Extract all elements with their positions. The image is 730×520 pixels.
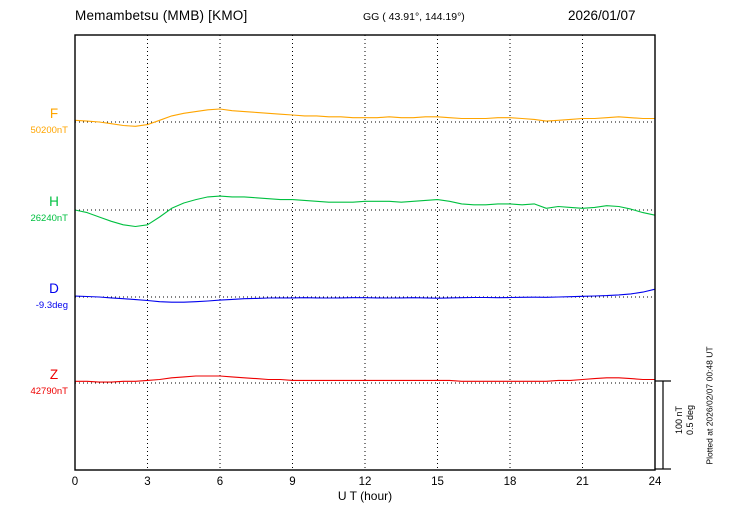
scalebar-label-deg: 0.5 deg — [685, 404, 695, 436]
channel-label-F: F — [49, 106, 59, 121]
scalebar-label-nt: 100 nT — [674, 405, 684, 435]
channel-label-H: H — [49, 194, 59, 209]
channel-baseline-Z: 42790nT — [30, 386, 68, 397]
x-tick-label-0: 0 — [72, 476, 78, 488]
x-tick-label-12: 12 — [359, 476, 372, 488]
plotted-at-note: Plotted at 2026/02/07 00:48 UT — [704, 346, 715, 465]
geographic-coordinates: GG ( 43.91°, 144.19°) — [363, 11, 465, 23]
x-tick-label-21: 21 — [576, 476, 589, 488]
channel-baseline-D: -9.3deg — [35, 300, 68, 311]
x-tick-label-6: 6 — [217, 476, 223, 488]
trace-H — [74, 195, 656, 228]
trace-F — [74, 108, 655, 127]
x-tick-label-18: 18 — [504, 476, 517, 488]
trace-Z — [75, 375, 655, 383]
x-axis-label: U T (hour) — [337, 489, 393, 503]
x-tick-label-15: 15 — [431, 476, 444, 488]
x-tick-label-24: 24 — [649, 476, 662, 488]
scalebar-label: 100 nT 0.5 deg — [674, 397, 696, 443]
x-tick-label-9: 9 — [289, 476, 295, 488]
channel-baseline-H: 26240nT — [30, 213, 68, 224]
channel-label-Z: Z — [49, 367, 59, 382]
station-title: Memambetsu (MMB) [KMO] — [75, 8, 248, 23]
channel-label-D: D — [49, 281, 59, 296]
channel-baseline-F: 50200nT — [30, 125, 68, 136]
plot-date: 2026/01/07 — [568, 8, 636, 23]
plot-border — [74, 34, 656, 471]
x-tick-label-3: 3 — [144, 476, 150, 488]
trace-D — [74, 288, 656, 303]
